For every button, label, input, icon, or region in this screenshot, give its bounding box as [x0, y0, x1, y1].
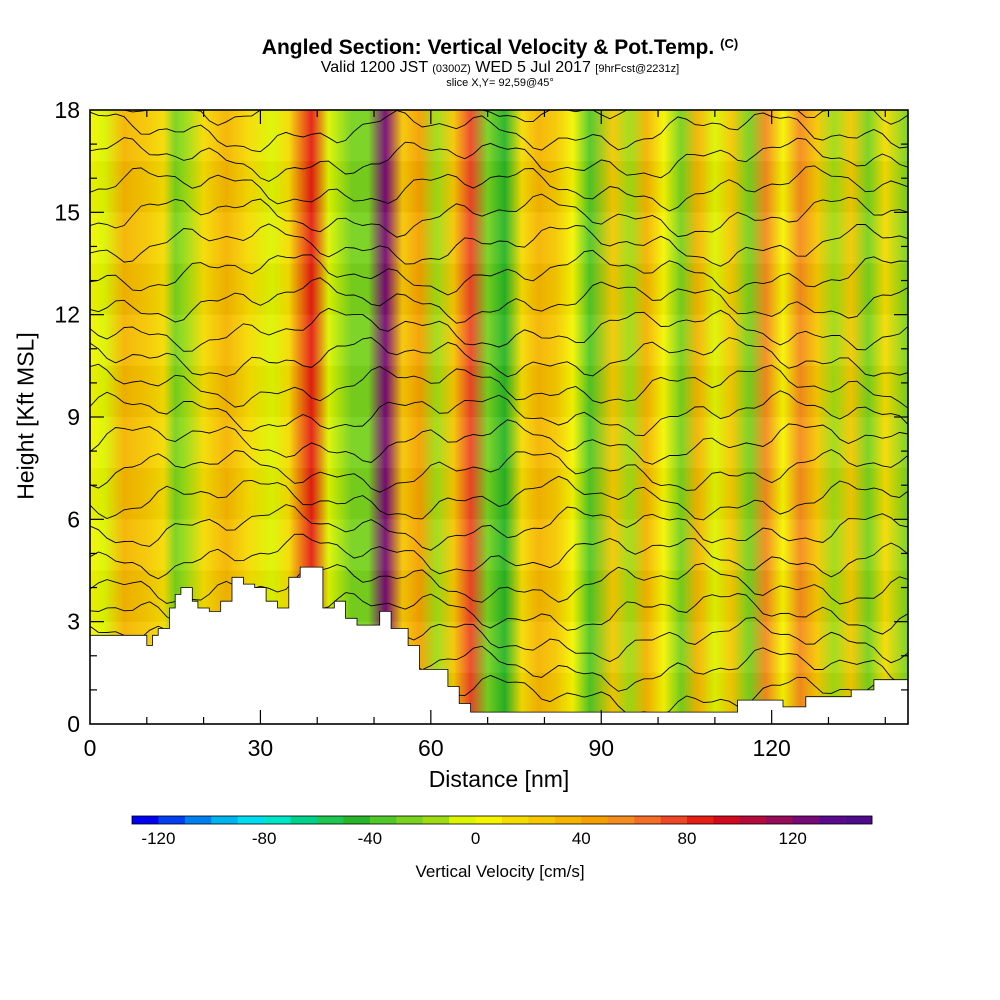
colorbar-tick-label: 0 [471, 829, 480, 848]
modulation-band [90, 468, 908, 519]
y-tick-label: 15 [54, 199, 80, 225]
modulation-band [90, 314, 908, 366]
colorbar-cell [845, 816, 873, 824]
colorbar-cell [607, 816, 635, 824]
pot-temp-contour [89, 165, 909, 212]
colorbar-cell [581, 816, 609, 824]
pot-temp-contour [89, 337, 909, 378]
y-axis-ticks: 0 3 6 9 12 15 18 [54, 97, 908, 737]
colorbar-tick-label: 80 [678, 829, 697, 848]
colorbar-cell [449, 816, 476, 824]
colorbar-cell [502, 816, 529, 824]
colorbar-tick-label: -120 [141, 829, 175, 848]
colorbar-cell [237, 816, 265, 824]
colorbar-cell [739, 816, 767, 824]
modulation-band [90, 417, 908, 469]
pot-temp-contour [89, 277, 909, 324]
y-tick-label: 9 [67, 404, 80, 430]
x-tick-label: 60 [418, 735, 444, 761]
colorbar-tick-label: 120 [779, 829, 807, 848]
colorbar-cell [132, 816, 159, 824]
modulation-band [90, 264, 908, 315]
colorbar-cell [422, 816, 450, 824]
colorbar-cell [528, 816, 556, 824]
colorbar: -120 -80 -40 0 40 80 120 [131, 815, 873, 848]
slice-caption: slice X,Y= 92,59@45° [446, 77, 554, 89]
x-tick-label: 90 [588, 735, 614, 761]
pot-temp-contour [89, 419, 909, 465]
pot-temp-contour [89, 449, 909, 493]
chart-title: Angled Section: Vertical Velocity & Pot.… [261, 36, 739, 59]
title-unit-mark: (C) [720, 36, 739, 51]
colorbar-cell [184, 816, 212, 824]
y-tick-label: 6 [67, 506, 80, 532]
x-axis-label: Distance [nm] [428, 766, 570, 792]
colorbar-cell [317, 816, 344, 824]
pot-temp-contour [89, 533, 909, 580]
x-tick-label: 30 [248, 735, 274, 761]
y-tick-label: 3 [67, 609, 80, 635]
pot-temp-contours [89, 109, 909, 719]
pot-temp-contour [89, 390, 909, 437]
colorbar-cell [290, 816, 318, 824]
y-axis-label: Height [Kft MSL] [12, 332, 39, 500]
pot-temp-contour [89, 504, 909, 551]
pot-temp-contour [89, 307, 909, 352]
colorbar-cell [634, 816, 661, 824]
pot-temp-contour [89, 363, 909, 409]
colorbar-tick-label: 40 [572, 829, 591, 848]
colorbar-frame [131, 815, 873, 825]
colorbar-cell [792, 816, 820, 824]
pot-temp-contour [89, 223, 909, 267]
subtitle-forecast: [9hrFcst@2231z] [595, 63, 680, 75]
colorbar-cell [475, 816, 503, 824]
colorbar-cell [660, 816, 688, 824]
terrain-mask [89, 566, 909, 725]
modulation-band [90, 212, 908, 264]
y-tick-label: 0 [67, 711, 80, 737]
colorbar-tick-label: -40 [358, 829, 383, 848]
colorbar-cell [343, 816, 371, 824]
colorbar-tick-label: -80 [252, 829, 277, 848]
y-tick-label: 12 [54, 302, 80, 328]
subtitle-zulu: (0300Z) [432, 63, 471, 75]
pot-temp-contour [89, 193, 909, 238]
x-tick-label: 0 [84, 735, 97, 761]
modulation-band [90, 161, 908, 212]
colorbar-cell [713, 816, 741, 824]
colorbar-cell [211, 816, 239, 824]
colorbar-cell [369, 816, 397, 824]
colorbar-cell [264, 816, 291, 824]
colorbar-cell [766, 816, 794, 824]
colorbar-cell [396, 816, 424, 824]
pot-temp-contour [89, 249, 909, 296]
colorbar-cell [554, 816, 582, 824]
chart-subtitle: Valid 1200 JST (0300Z) WED 5 Jul 2017 [9… [320, 59, 680, 76]
y-tick-label: 18 [54, 97, 80, 123]
pot-temp-contour [89, 562, 909, 605]
modulation-band [90, 519, 908, 571]
colorbar-cell [819, 816, 846, 824]
colorbar-cell [158, 816, 186, 824]
x-axis-ticks: 0 30 60 90 120 [84, 110, 886, 761]
colorbar-cell [687, 816, 714, 824]
x-tick-label: 120 [752, 735, 790, 761]
pot-temp-contour [89, 137, 909, 182]
colorbar-label: Vertical Velocity [cm/s] [415, 862, 585, 881]
pot-temp-contour [89, 475, 909, 521]
